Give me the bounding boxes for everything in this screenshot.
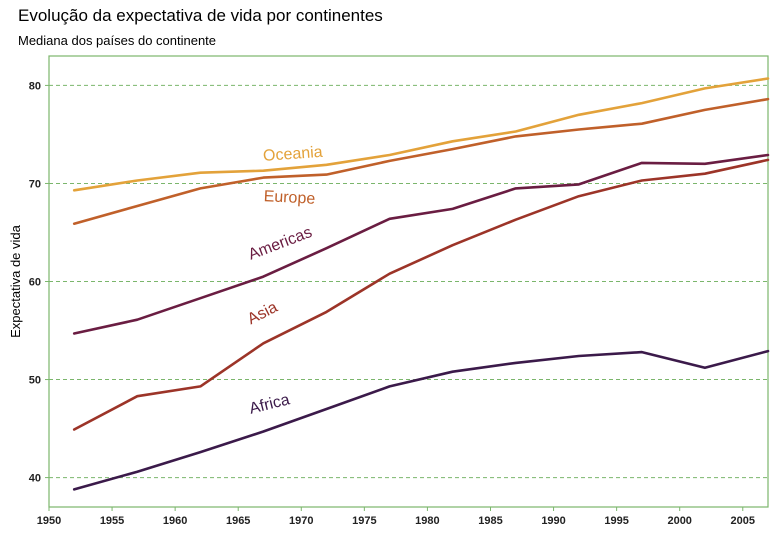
y-axis: 40 50 60 70 80 bbox=[29, 80, 49, 485]
series-label-asia: Asia bbox=[245, 299, 281, 328]
y-tick-label: 50 bbox=[29, 375, 41, 387]
y-axis-label: Expectativa de vida bbox=[8, 224, 23, 338]
x-tick-label: 1950 bbox=[37, 515, 61, 527]
series-label-oceania: Oceania bbox=[263, 144, 324, 165]
x-tick-label: 2000 bbox=[667, 515, 691, 527]
series-line-europe bbox=[72, 97, 770, 225]
x-axis: 1950 1955 1960 1965 1970 1975 1980 1985 1990 1995… bbox=[37, 507, 755, 527]
grid-lines bbox=[49, 84, 768, 479]
x-tick-label: 1985 bbox=[478, 515, 502, 527]
series-label-europe: Europe bbox=[263, 188, 316, 208]
x-tick-label: 1965 bbox=[226, 515, 250, 527]
series-lines bbox=[72, 77, 770, 491]
chart-subtitle: Mediana dos países do continente bbox=[18, 33, 217, 48]
y-tick-label: 40 bbox=[29, 473, 41, 485]
x-tick-label: 1955 bbox=[100, 515, 124, 527]
series-line-asia bbox=[72, 158, 770, 431]
y-tick-label: 80 bbox=[29, 80, 41, 92]
x-tick-label: 2005 bbox=[731, 515, 755, 527]
y-tick-label: 60 bbox=[29, 277, 41, 289]
x-tick-label: 1995 bbox=[604, 515, 628, 527]
x-tick-label: 1990 bbox=[541, 515, 565, 527]
x-tick-label: 1960 bbox=[163, 515, 187, 527]
x-tick-label: 1980 bbox=[415, 515, 439, 527]
x-tick-label: 1970 bbox=[289, 515, 313, 527]
x-tick-label: 1975 bbox=[352, 515, 376, 527]
series-line-oceania bbox=[72, 77, 770, 192]
chart-title: Evolução da expectativa de vida por cont… bbox=[18, 6, 383, 25]
series-label-africa: Africa bbox=[248, 391, 292, 417]
series-line-americas bbox=[72, 153, 770, 335]
series-line-africa bbox=[72, 349, 770, 491]
y-tick-label: 70 bbox=[29, 178, 41, 190]
